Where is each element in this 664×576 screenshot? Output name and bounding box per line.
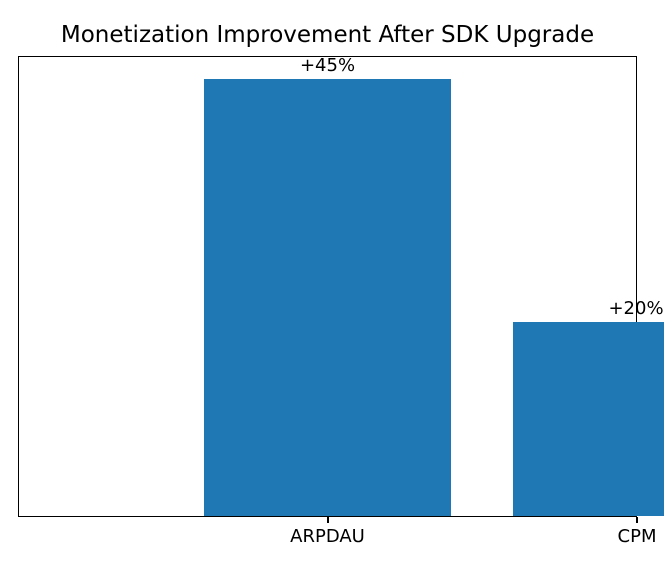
bar-arpdau	[204, 78, 451, 516]
bar-cpm	[512, 321, 664, 516]
x-tick-arpdau	[326, 517, 329, 523]
bar-value-label-arpdau: +45%	[299, 54, 356, 76]
bar-value-label-cpm: +20%	[608, 297, 664, 319]
plot-area: +45% +20%	[18, 54, 664, 517]
x-tick-label-arpdau: ARPDAU	[290, 526, 365, 547]
x-tick-cpm	[636, 517, 638, 523]
chart-title: Monetization Improvement After SDK Upgra…	[60, 22, 595, 48]
x-tick-label-cpm: CPM	[617, 526, 657, 547]
